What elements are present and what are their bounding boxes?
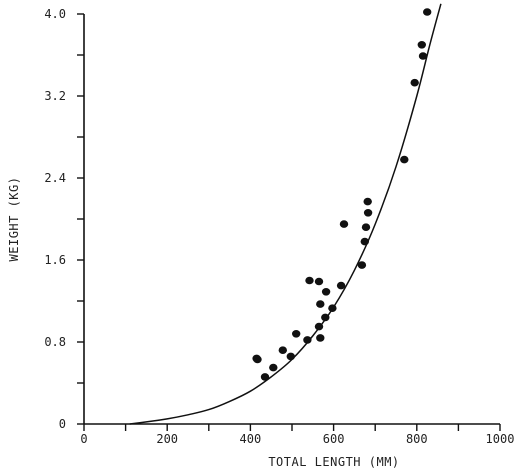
data-point — [269, 363, 278, 372]
y-ticks: 0 0.8 1.6 2.4 3.2 4.0 — [44, 7, 84, 431]
data-point — [423, 8, 432, 16]
data-point — [357, 261, 367, 269]
x-ticks: 0 200 400 600 800 1000 — [80, 424, 514, 446]
x-axis-title: TOTAL LENGTH (MM) — [268, 455, 399, 469]
x-tick-label: 600 — [323, 432, 345, 446]
data-point — [400, 155, 409, 164]
y-tick-label: 1.6 — [44, 253, 66, 267]
plot-area: 0 0.8 1.6 2.4 3.2 4.0 0 200 400 600 800 1000 — [44, 3, 514, 446]
y-tick-label: 3.2 — [44, 89, 66, 103]
data-point — [316, 334, 325, 342]
x-tick-label: 1000 — [486, 432, 515, 446]
x-tick-label: 200 — [156, 432, 178, 446]
data-point — [360, 237, 369, 246]
data-point — [363, 197, 372, 206]
data-point — [260, 373, 270, 381]
data-point — [305, 276, 314, 285]
y-tick-label: 0.8 — [44, 335, 66, 349]
data-point — [292, 330, 301, 338]
data-point — [336, 281, 346, 290]
data-point — [316, 300, 325, 308]
data-point — [314, 277, 324, 286]
data-point — [253, 355, 262, 364]
data-points — [252, 8, 432, 381]
fit-curve-layer — [129, 3, 442, 425]
data-point — [303, 336, 312, 344]
fit-curve — [129, 3, 442, 425]
data-point — [339, 220, 349, 228]
y-tick-label: 2.4 — [44, 171, 66, 185]
data-point — [321, 313, 330, 322]
data-point — [363, 209, 373, 217]
data-point — [418, 52, 428, 60]
data-point — [328, 304, 337, 313]
y-tick-label: 4.0 — [44, 7, 66, 21]
data-point — [314, 322, 324, 331]
data-point — [361, 223, 371, 231]
data-point — [278, 346, 287, 355]
y-tick-label: 0 — [59, 417, 66, 431]
x-tick-label: 0 — [80, 432, 87, 446]
data-point — [321, 288, 331, 296]
x-tick-label: 800 — [406, 432, 428, 446]
data-point — [410, 78, 419, 87]
y-axis-title: WEIGHT (KG) — [7, 177, 21, 262]
data-point — [286, 352, 295, 361]
x-tick-label: 400 — [240, 432, 262, 446]
data-point — [417, 41, 426, 49]
